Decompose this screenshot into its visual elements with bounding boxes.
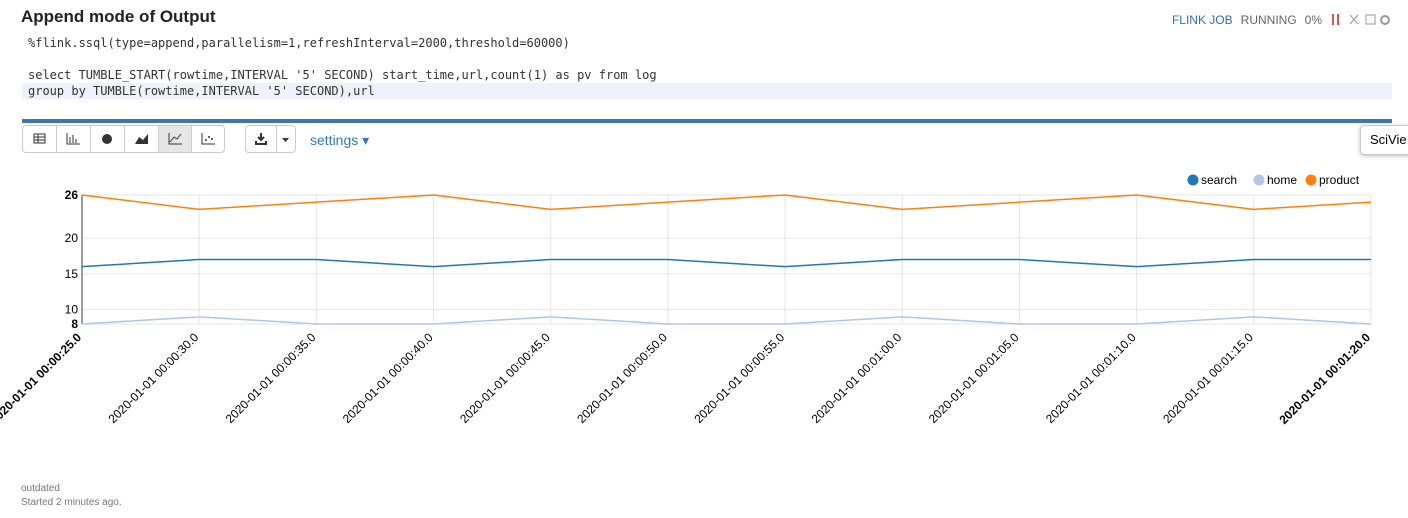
started-time: Started 2 minutes ago. <box>21 497 122 508</box>
x-tick-label: 2020-01-01 00:01:00.0 <box>809 330 905 426</box>
code-editor[interactable]: %flink.ssql(type=append,parallelism=1,re… <box>22 35 1392 101</box>
settings-dropdown[interactable]: settings ▾ <box>310 132 370 148</box>
flink-job-link[interactable]: FLINK JOB <box>1171 13 1233 27</box>
paragraph-title: Append mode of Output <box>21 7 216 26</box>
series-line <box>81 194 1372 211</box>
code-line: %flink.ssql(type=append,parallelism=1,re… <box>28 36 570 50</box>
legend-swatch <box>1187 174 1199 186</box>
settings-label: settings <box>310 132 359 148</box>
x-tick-label: 2020-01-01 00:01:10.0 <box>1043 330 1139 426</box>
chart: 810 15 20 26 2020-01-01 00:00:25.0 2020-01-01… <box>0 173 1373 427</box>
tooltip: SciVie <box>1360 125 1408 155</box>
paragraph-state: outdated <box>21 483 60 494</box>
divider <box>22 119 1392 123</box>
series-line <box>81 258 1371 268</box>
code-line: group by TUMBLE(rowtime,INTERVAL '5' SEC… <box>22 83 1392 99</box>
scatter-chart-button[interactable] <box>191 125 225 153</box>
series-line <box>81 316 1372 325</box>
x-tick-label: 2020-01-01 00:00:30.0 <box>106 330 202 426</box>
y-tick-label: 20 <box>65 231 79 245</box>
job-status: RUNNING <box>1240 13 1297 27</box>
x-tick-label: 2020-01-01 00:01:15.0 <box>1160 330 1256 426</box>
y-tick-label: 10 <box>65 303 79 317</box>
legend-label: product <box>1319 173 1360 187</box>
legend-item: product <box>1305 173 1360 187</box>
legend-item: search <box>1187 173 1237 187</box>
x-tick-label: 2020-01-01 00:00:35.0 <box>223 330 319 426</box>
legend-swatch <box>1253 174 1265 186</box>
pie-chart-button[interactable] <box>90 125 125 153</box>
x-tick-label: 2020-01-01 00:00:55.0 <box>691 330 787 426</box>
x-tick-label: 2020-01-01 00:00:40.0 <box>340 330 436 426</box>
legend-swatch <box>1305 174 1317 186</box>
x-tick-label: 2020-01-01 00:00:45.0 <box>457 330 553 426</box>
table-button[interactable] <box>22 125 57 153</box>
legend-item: home <box>1253 173 1297 187</box>
x-tick-label: 2020-01-01 00:01:20.0 <box>1276 330 1373 427</box>
download-menu[interactable] <box>276 125 296 153</box>
paragraph-controls[interactable] <box>1330 14 1390 26</box>
bar-chart-button[interactable] <box>56 125 91 153</box>
download-button[interactable] <box>245 125 277 153</box>
progress: 0% <box>1304 13 1322 27</box>
x-tick-label: 2020-01-01 00:00:50.0 <box>574 330 670 426</box>
status-bar: FLINK JOB RUNNING 0% <box>1172 13 1390 27</box>
code-line: select TUMBLE_START(rowtime,INTERVAL '5'… <box>28 68 657 82</box>
legend-label: home <box>1267 173 1297 187</box>
line-chart-button[interactable] <box>158 125 192 153</box>
y-tick-label: 8 <box>71 317 78 331</box>
y-tick-label: 15 <box>65 267 79 281</box>
y-tick-label: 26 <box>65 188 79 202</box>
x-tick-label: 2020-01-01 00:00:25.0 <box>0 330 84 427</box>
legend-label: search <box>1201 173 1237 187</box>
x-tick-label: 2020-01-01 00:01:05.0 <box>926 330 1022 426</box>
